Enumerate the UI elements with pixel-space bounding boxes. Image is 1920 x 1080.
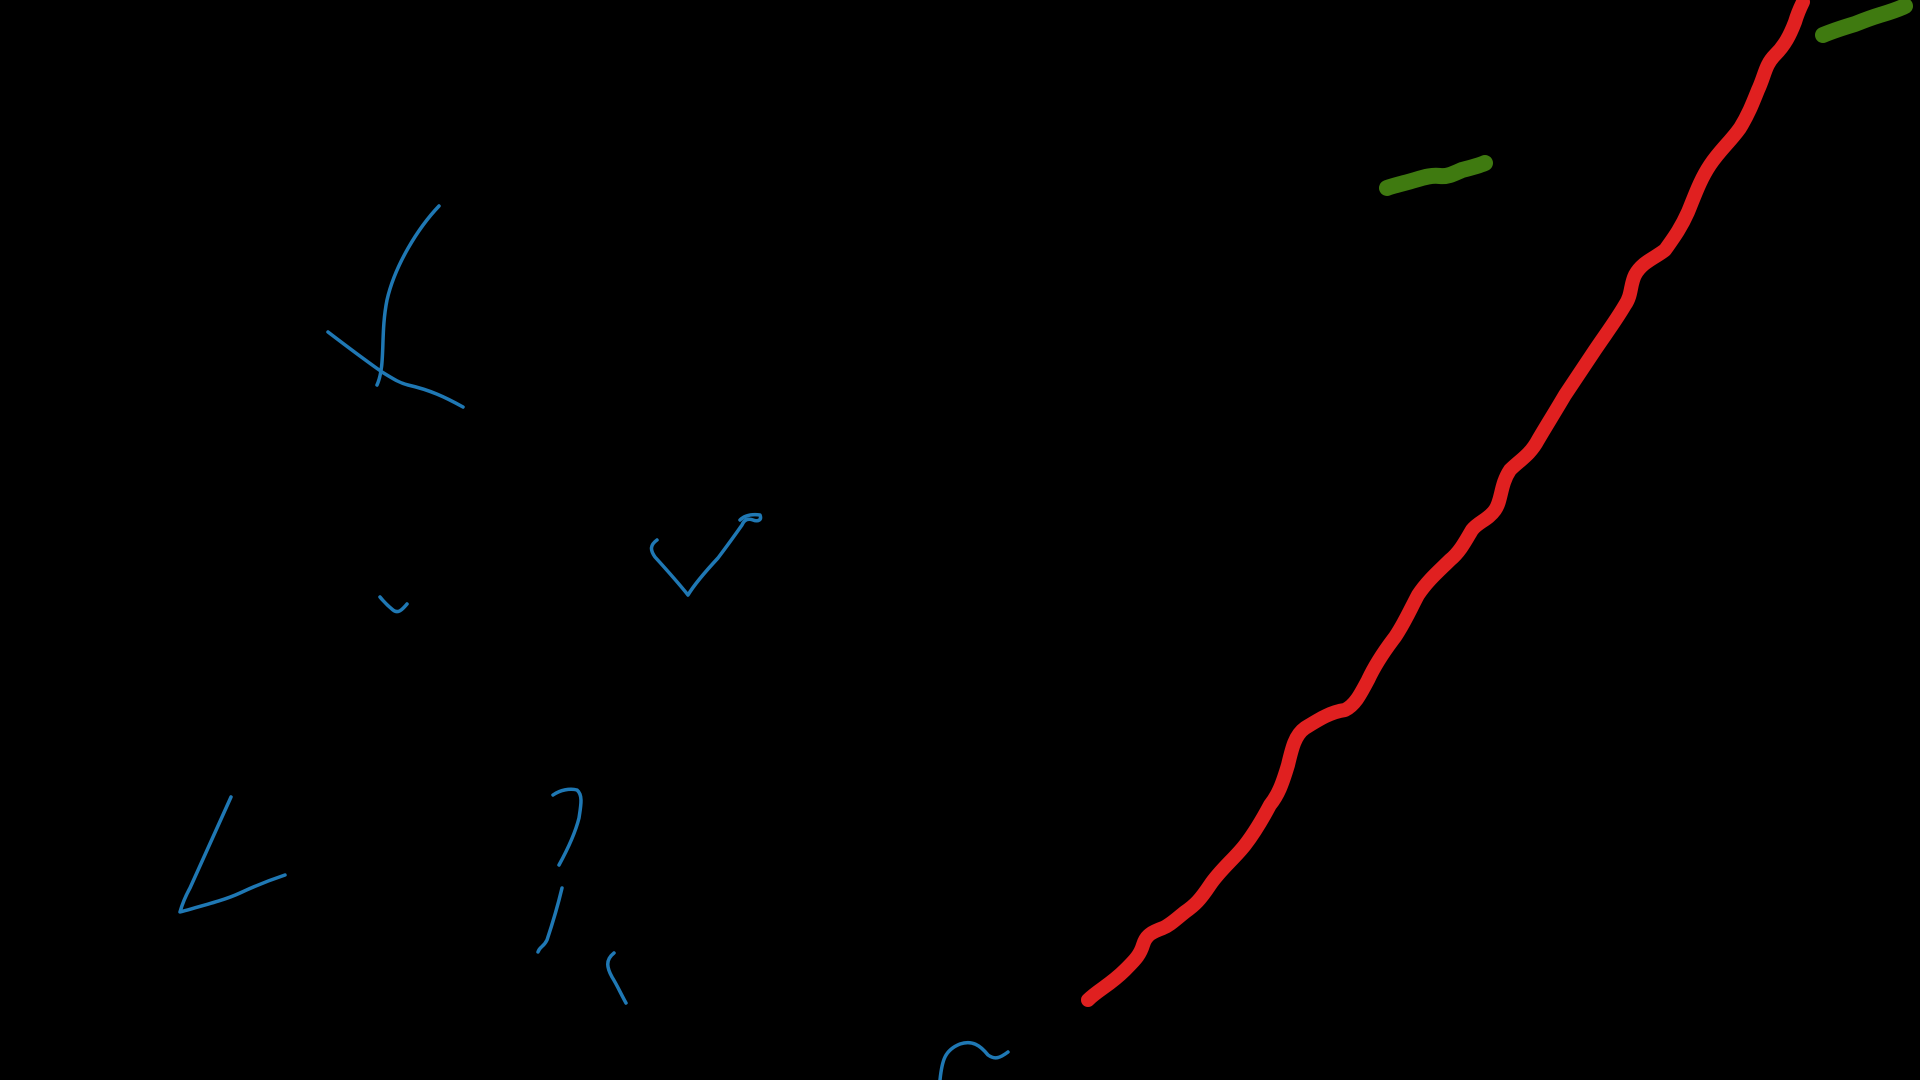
blue-strokes	[178, 204, 1010, 1080]
red-stroke-diagonal	[1081, 0, 1810, 1007]
green-stroke-top-right	[1815, 0, 1913, 43]
red-strokes	[1081, 0, 1810, 1007]
blue-stroke-line	[536, 886, 564, 954]
blue-stroke-bottom	[938, 1040, 1010, 1080]
green-stroke-mid	[1379, 155, 1493, 196]
blue-stroke-diagonal-1	[326, 330, 465, 409]
blue-stroke-small-curve	[606, 951, 628, 1005]
blue-stroke-angle	[178, 795, 287, 914]
blue-stroke-hook-2	[551, 787, 583, 867]
blue-stroke-small-hook	[378, 595, 409, 614]
blue-stroke-curve-1	[375, 204, 441, 387]
green-strokes	[1379, 0, 1913, 196]
blue-stroke-wave	[649, 512, 763, 597]
